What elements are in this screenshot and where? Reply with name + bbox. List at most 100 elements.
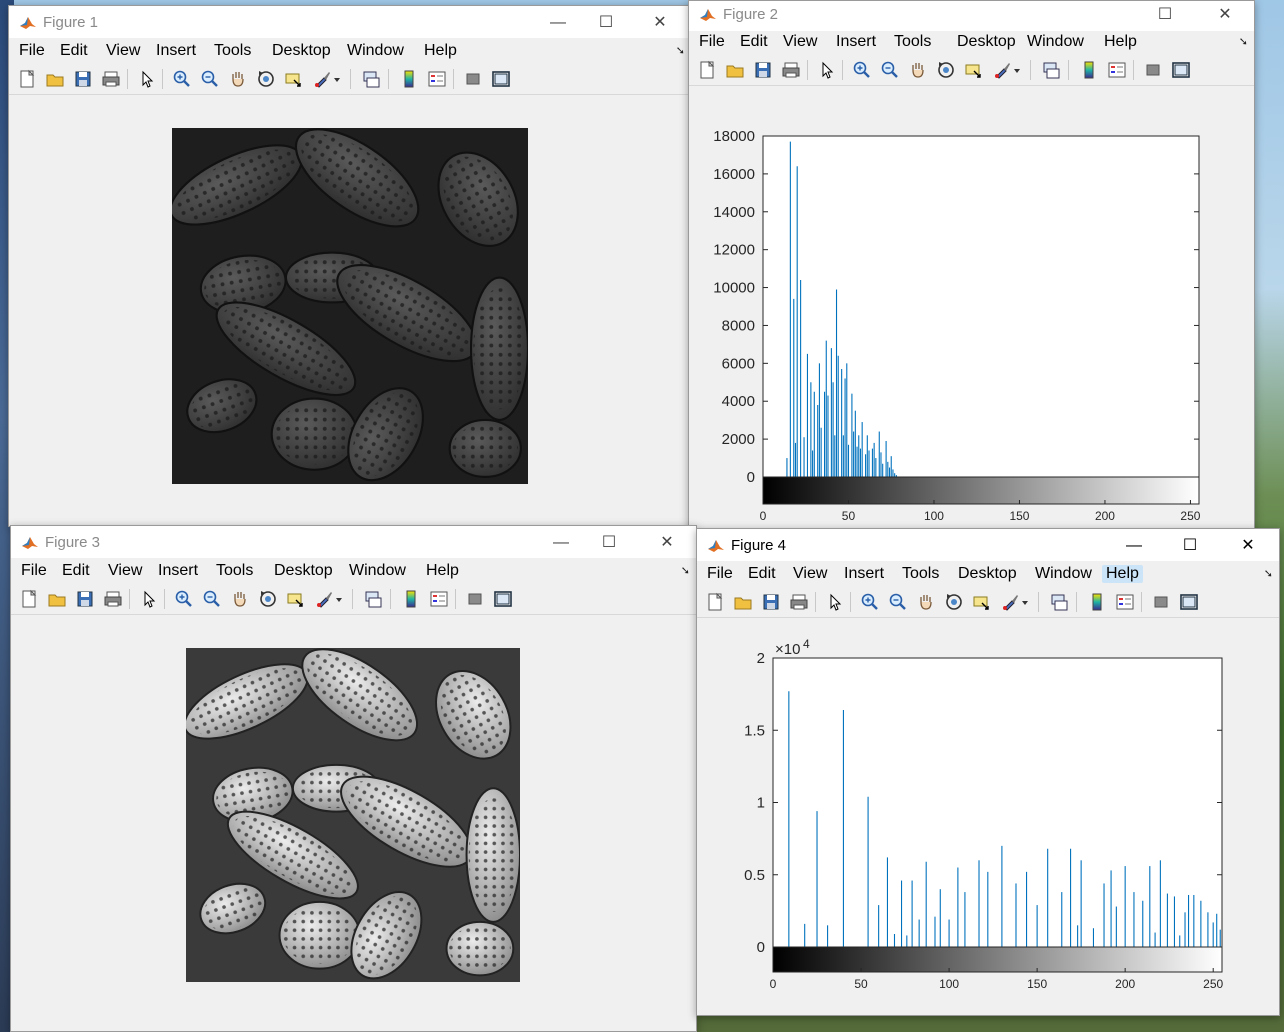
save-icon[interactable] [73, 69, 93, 89]
figure-2-window[interactable]: Figure 2 ☐ ✕ File Edit View Insert Tools Desk… [688, 0, 1255, 530]
select-arrow-icon[interactable] [139, 589, 159, 609]
close-button[interactable]: ✕ [1218, 6, 1232, 23]
menu-view[interactable]: View [108, 562, 143, 579]
menu-tools[interactable]: Tools [216, 562, 254, 579]
open-file-icon[interactable] [733, 592, 753, 612]
histogram-chart[interactable]: 0 0.5 1 1.5 2 0 50 100 150 200 250 ×10 4 [697, 618, 1279, 1015]
brush-icon[interactable] [313, 69, 333, 89]
titlebar[interactable]: Figure 2 ☐ ✕ [689, 1, 1254, 32]
zoom-out-icon[interactable] [880, 60, 900, 80]
rotate-3d-icon[interactable] [256, 69, 276, 89]
plot-area[interactable] [762, 135, 1200, 478]
dock-arrow-icon[interactable]: ➘ [680, 565, 690, 577]
close-button[interactable]: ✕ [653, 14, 667, 31]
zoom-out-icon[interactable] [200, 69, 220, 89]
menu-insert[interactable]: Insert [158, 562, 199, 579]
menu-tools[interactable]: Tools [902, 565, 940, 582]
save-icon[interactable] [753, 60, 773, 80]
link-plot-icon[interactable] [363, 589, 383, 609]
menu-edit[interactable]: Edit [62, 562, 90, 579]
save-icon[interactable] [75, 589, 95, 609]
brush-dropdown-icon[interactable] [335, 589, 343, 609]
titlebar[interactable]: Figure 1 — ☐ ✕ [9, 6, 691, 38]
close-button[interactable]: ✕ [660, 534, 674, 551]
menu-view[interactable]: View [793, 565, 828, 582]
legend-icon[interactable] [429, 589, 449, 609]
figure-1-window[interactable]: Figure 1 — ☐ ✕ File Edit View Insert Tools De… [8, 5, 692, 527]
print-icon[interactable] [101, 69, 121, 89]
menu-view[interactable]: View [106, 42, 141, 59]
rotate-3d-icon[interactable] [258, 589, 278, 609]
legend-icon[interactable] [1115, 592, 1135, 612]
brush-dropdown-icon[interactable] [1021, 592, 1029, 612]
menu-tools[interactable]: Tools [894, 33, 932, 50]
show-plot-tools-icon[interactable] [491, 69, 511, 89]
data-cursor-icon[interactable] [286, 589, 306, 609]
menu-edit[interactable]: Edit [740, 33, 768, 50]
brush-dropdown-icon[interactable] [1013, 60, 1021, 80]
new-figure-icon[interactable] [19, 589, 39, 609]
new-figure-icon[interactable] [697, 60, 717, 80]
zoom-out-icon[interactable] [888, 592, 908, 612]
link-plot-icon[interactable] [1049, 592, 1069, 612]
menu-desktop[interactable]: Desktop [957, 33, 1016, 50]
menu-file[interactable]: File [707, 565, 733, 582]
titlebar[interactable]: Figure 3 — ☐ ✕ [11, 526, 696, 558]
menu-file[interactable]: File [699, 33, 725, 50]
image-axes[interactable] [186, 648, 520, 982]
menu-insert[interactable]: Insert [844, 565, 885, 582]
zoom-in-icon[interactable] [852, 60, 872, 80]
menu-edit[interactable]: Edit [748, 565, 776, 582]
print-icon[interactable] [789, 592, 809, 612]
brush-icon[interactable] [1001, 592, 1021, 612]
show-plot-tools-icon[interactable] [1171, 60, 1191, 80]
print-icon[interactable] [781, 60, 801, 80]
data-cursor-icon[interactable] [972, 592, 992, 612]
save-icon[interactable] [761, 592, 781, 612]
open-file-icon[interactable] [45, 69, 65, 89]
menu-desktop[interactable]: Desktop [274, 562, 333, 579]
rotate-3d-icon[interactable] [936, 60, 956, 80]
menu-help[interactable]: Help [426, 562, 459, 579]
menu-tools[interactable]: Tools [214, 42, 252, 59]
pan-hand-icon[interactable] [230, 589, 250, 609]
data-cursor-icon[interactable] [964, 60, 984, 80]
pan-hand-icon[interactable] [908, 60, 928, 80]
histogram-chart[interactable]: 0200040006000800010000120001400016000180… [689, 86, 1254, 530]
menu-view[interactable]: View [783, 33, 818, 50]
hide-plot-tools-icon[interactable] [1151, 592, 1171, 612]
new-figure-icon[interactable] [705, 592, 725, 612]
menu-window[interactable]: Window [349, 562, 406, 579]
dock-arrow-icon[interactable]: ➘ [1263, 568, 1273, 580]
menu-insert[interactable]: Insert [156, 42, 197, 59]
rotate-3d-icon[interactable] [944, 592, 964, 612]
brush-dropdown-icon[interactable] [333, 69, 341, 89]
maximize-button[interactable]: ☐ [1157, 6, 1173, 23]
menu-file[interactable]: File [21, 562, 47, 579]
open-file-icon[interactable] [725, 60, 745, 80]
colorbar-icon[interactable] [401, 589, 421, 609]
minimize-button[interactable]: — [553, 534, 569, 551]
menu-file[interactable]: File [19, 42, 45, 59]
select-arrow-icon[interactable] [137, 69, 157, 89]
select-arrow-icon[interactable] [817, 60, 837, 80]
menu-window[interactable]: Window [1027, 33, 1084, 50]
plot-area[interactable] [772, 657, 1223, 948]
colorbar-icon[interactable] [1087, 592, 1107, 612]
menu-window[interactable]: Window [347, 42, 404, 59]
select-arrow-icon[interactable] [825, 592, 845, 612]
menu-desktop[interactable]: Desktop [272, 42, 331, 59]
pan-hand-icon[interactable] [916, 592, 936, 612]
menu-help[interactable]: Help [424, 42, 457, 59]
dock-arrow-icon[interactable]: ➘ [675, 45, 685, 57]
colorbar-icon[interactable] [1079, 60, 1099, 80]
print-icon[interactable] [103, 589, 123, 609]
show-plot-tools-icon[interactable] [1179, 592, 1199, 612]
minimize-button[interactable]: — [550, 14, 566, 31]
show-plot-tools-icon[interactable] [493, 589, 513, 609]
figure-4-window[interactable]: Figure 4 — ☐ ✕ File Edit View Insert Tools De… [696, 528, 1280, 1016]
new-figure-icon[interactable] [17, 69, 37, 89]
zoom-in-icon[interactable] [860, 592, 880, 612]
brush-icon[interactable] [315, 589, 335, 609]
maximize-button[interactable]: ☐ [601, 534, 617, 551]
